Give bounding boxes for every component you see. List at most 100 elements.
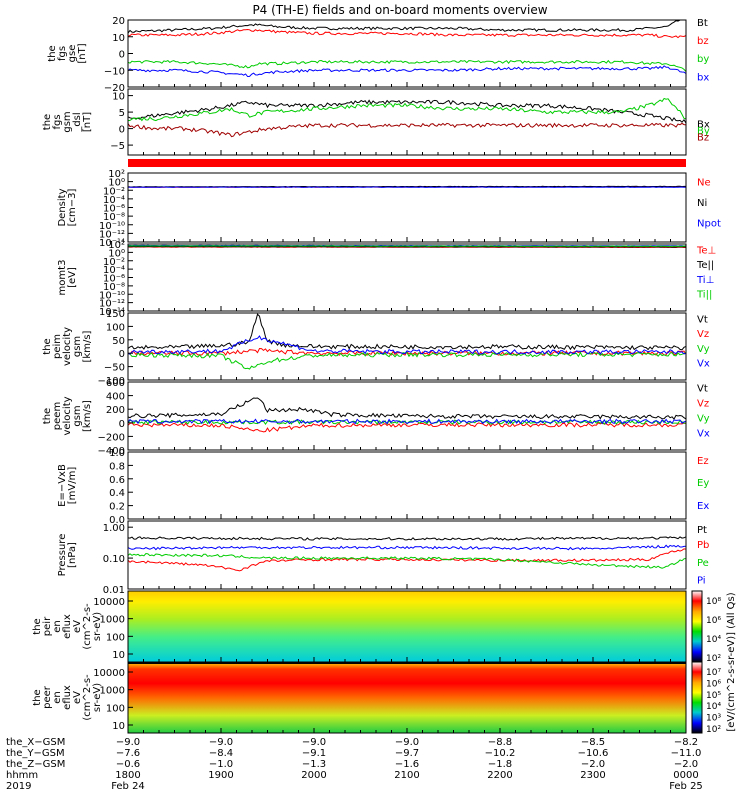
x-gsm-tick: −9.0	[209, 737, 233, 748]
y-tick-label: 10⁻¹⁰	[99, 290, 125, 301]
y-gsm-tick: −9.7	[395, 748, 419, 759]
y-axis-label: _dsl	[72, 112, 83, 132]
legend-entry: By	[697, 126, 710, 137]
legend-entry: by	[697, 54, 709, 65]
y-axis-label: velocity	[62, 396, 73, 435]
legend-entry: Pi	[697, 575, 706, 586]
y-axis-label: eV	[72, 620, 83, 633]
y-tick-label: 20	[112, 16, 125, 27]
y-tick-label: 0.10	[103, 554, 125, 565]
y-tick-label: 10⁻²	[103, 186, 125, 197]
spectrogram-separator	[128, 662, 686, 664]
y-axis-label: Pressure	[57, 534, 68, 577]
series-line-bz	[127, 28, 687, 39]
legend-entry: bx	[697, 72, 709, 83]
y-tick-label: −10	[104, 66, 125, 77]
y-axis-label: peim	[52, 334, 63, 359]
series-line-by	[127, 59, 687, 72]
y-tick-label: 50	[112, 336, 125, 347]
colorbar-tick-label: 10⁴	[706, 702, 721, 712]
y-tick-label: 10⁻⁶	[103, 204, 125, 215]
series-line-Vx	[127, 418, 687, 425]
spectrogram-image	[128, 662, 686, 733]
legend-entry: Ti⊥	[696, 275, 714, 286]
panel-temperature: 10²10⁰10⁻²10⁻⁴10⁻⁶10⁻⁸10⁻¹⁰10⁻¹²10⁻¹⁴mom…	[57, 240, 716, 318]
legend-entry: Pt	[697, 525, 707, 536]
z-gsm-tick: −1.0	[209, 759, 233, 770]
y-tick-label: 0.0	[109, 515, 125, 526]
panel-density: 10²10⁰10⁻²10⁻⁴10⁻⁶10⁻⁸10⁻¹⁰10⁻¹²10⁻¹⁴Den…	[57, 169, 721, 249]
z-gsm-tick: −1.8	[488, 759, 512, 770]
colorbar-tick-label: 10⁸	[706, 597, 721, 607]
panel-fgs-gse: 20 10 0 −10 −20 the fgs gse [nT] Bt bz by bx	[47, 16, 709, 94]
legend-entry: Ey	[697, 478, 709, 489]
y-tick-label: 100	[106, 322, 125, 333]
y-axis-label: (cm^2-s-	[82, 603, 93, 650]
series-line-Vx	[127, 335, 687, 355]
colorbar-tick-label: 10⁶	[706, 679, 721, 689]
y-gsm-tick: −7.6	[116, 748, 140, 759]
x-axis-row-label: the_Y−GSM	[6, 748, 65, 759]
panel-e-field: 1.0 0.8 0.6 0.4 0.2 0.0 E=−VxB [mV/m] Ez Ey Ex	[57, 448, 709, 526]
y-tick-label: 10⁻¹⁰	[99, 221, 125, 232]
legend-entry: Vy	[697, 413, 710, 424]
y-tick-label: 10	[112, 650, 125, 661]
y-tick-label: 0	[119, 125, 125, 136]
series-line-Bt	[127, 19, 686, 34]
legend-entry: Vy	[697, 344, 710, 355]
series-line-Pi	[127, 544, 687, 551]
y-tick-label: 10	[112, 33, 125, 44]
legend-entry: Ni	[697, 198, 707, 209]
y-tick-label: 0	[119, 50, 125, 61]
y-tick-label: −5	[110, 141, 125, 152]
x-axis-row-label: the_Z−GSM	[6, 759, 65, 770]
legend-entry: Vt	[697, 314, 708, 325]
colorbar-tick-label: 10²	[706, 725, 721, 735]
y-tick-label: 10	[112, 721, 125, 732]
y-tick-label: 0.8	[109, 461, 125, 472]
legend-entry: Ti||	[696, 290, 712, 301]
y-tick-label: 10⁻¹²	[99, 229, 125, 240]
legend-entry: Ez	[697, 456, 709, 467]
y-axis-label: en	[52, 620, 63, 633]
y-tick-label: −200	[98, 432, 125, 443]
y-axis-label: [cm−3]	[67, 189, 78, 227]
panel-frame	[127, 520, 687, 590]
y-tick-label: 600	[106, 378, 125, 389]
y-gsm-tick: −9.1	[302, 748, 326, 759]
y-tick-label: 400	[106, 392, 125, 403]
y-tick-label: 0.4	[109, 488, 125, 499]
y-tick-label: 100	[106, 703, 125, 714]
panel-frame	[127, 243, 687, 312]
legend-entry: Vz	[697, 398, 709, 409]
series-line-Vz	[127, 422, 687, 433]
y-axis-label: peem	[52, 402, 63, 430]
y-axis-label: gsm	[72, 336, 83, 357]
y-axis-label: gsm	[72, 405, 83, 426]
x-axis-row-label: the_X−GSM	[6, 737, 65, 748]
y-axis-label: E=−VxB	[57, 464, 68, 507]
y-axis-label: [nT]	[77, 43, 88, 63]
legend-entry: Te⊥	[696, 245, 716, 256]
y-tick-label: 10⁻¹⁴	[99, 307, 125, 318]
legend-entry: Ne	[697, 177, 711, 188]
y-tick-label: 10⁻¹⁴	[99, 238, 125, 249]
hhmm-tick: 0000	[673, 770, 698, 781]
y-tick-label: 10⁻⁸	[103, 212, 125, 223]
y-axis-label: gse	[67, 45, 78, 63]
series-line-Te||	[127, 245, 687, 248]
series-line-By	[127, 97, 687, 122]
hhmm-tick: 1800	[115, 770, 140, 781]
x-gsm-tick: −9.0	[302, 737, 326, 748]
panel-pressure: 1.00 0.10 0.01 Pressure [nPa] Pt Pb Pe Pi	[57, 520, 709, 596]
x-gsm-tick: −8.2	[674, 737, 698, 748]
legend-entry: Vx	[697, 359, 710, 370]
panel-frame	[127, 172, 687, 243]
y-tick-label: 10⁻⁶	[103, 274, 125, 285]
y-axis-label: the	[47, 45, 58, 61]
y-tick-label: 10	[112, 92, 125, 103]
y-axis-label: the	[42, 114, 53, 130]
series-line-Pt	[127, 536, 687, 541]
y-axis-label: the	[32, 618, 43, 634]
